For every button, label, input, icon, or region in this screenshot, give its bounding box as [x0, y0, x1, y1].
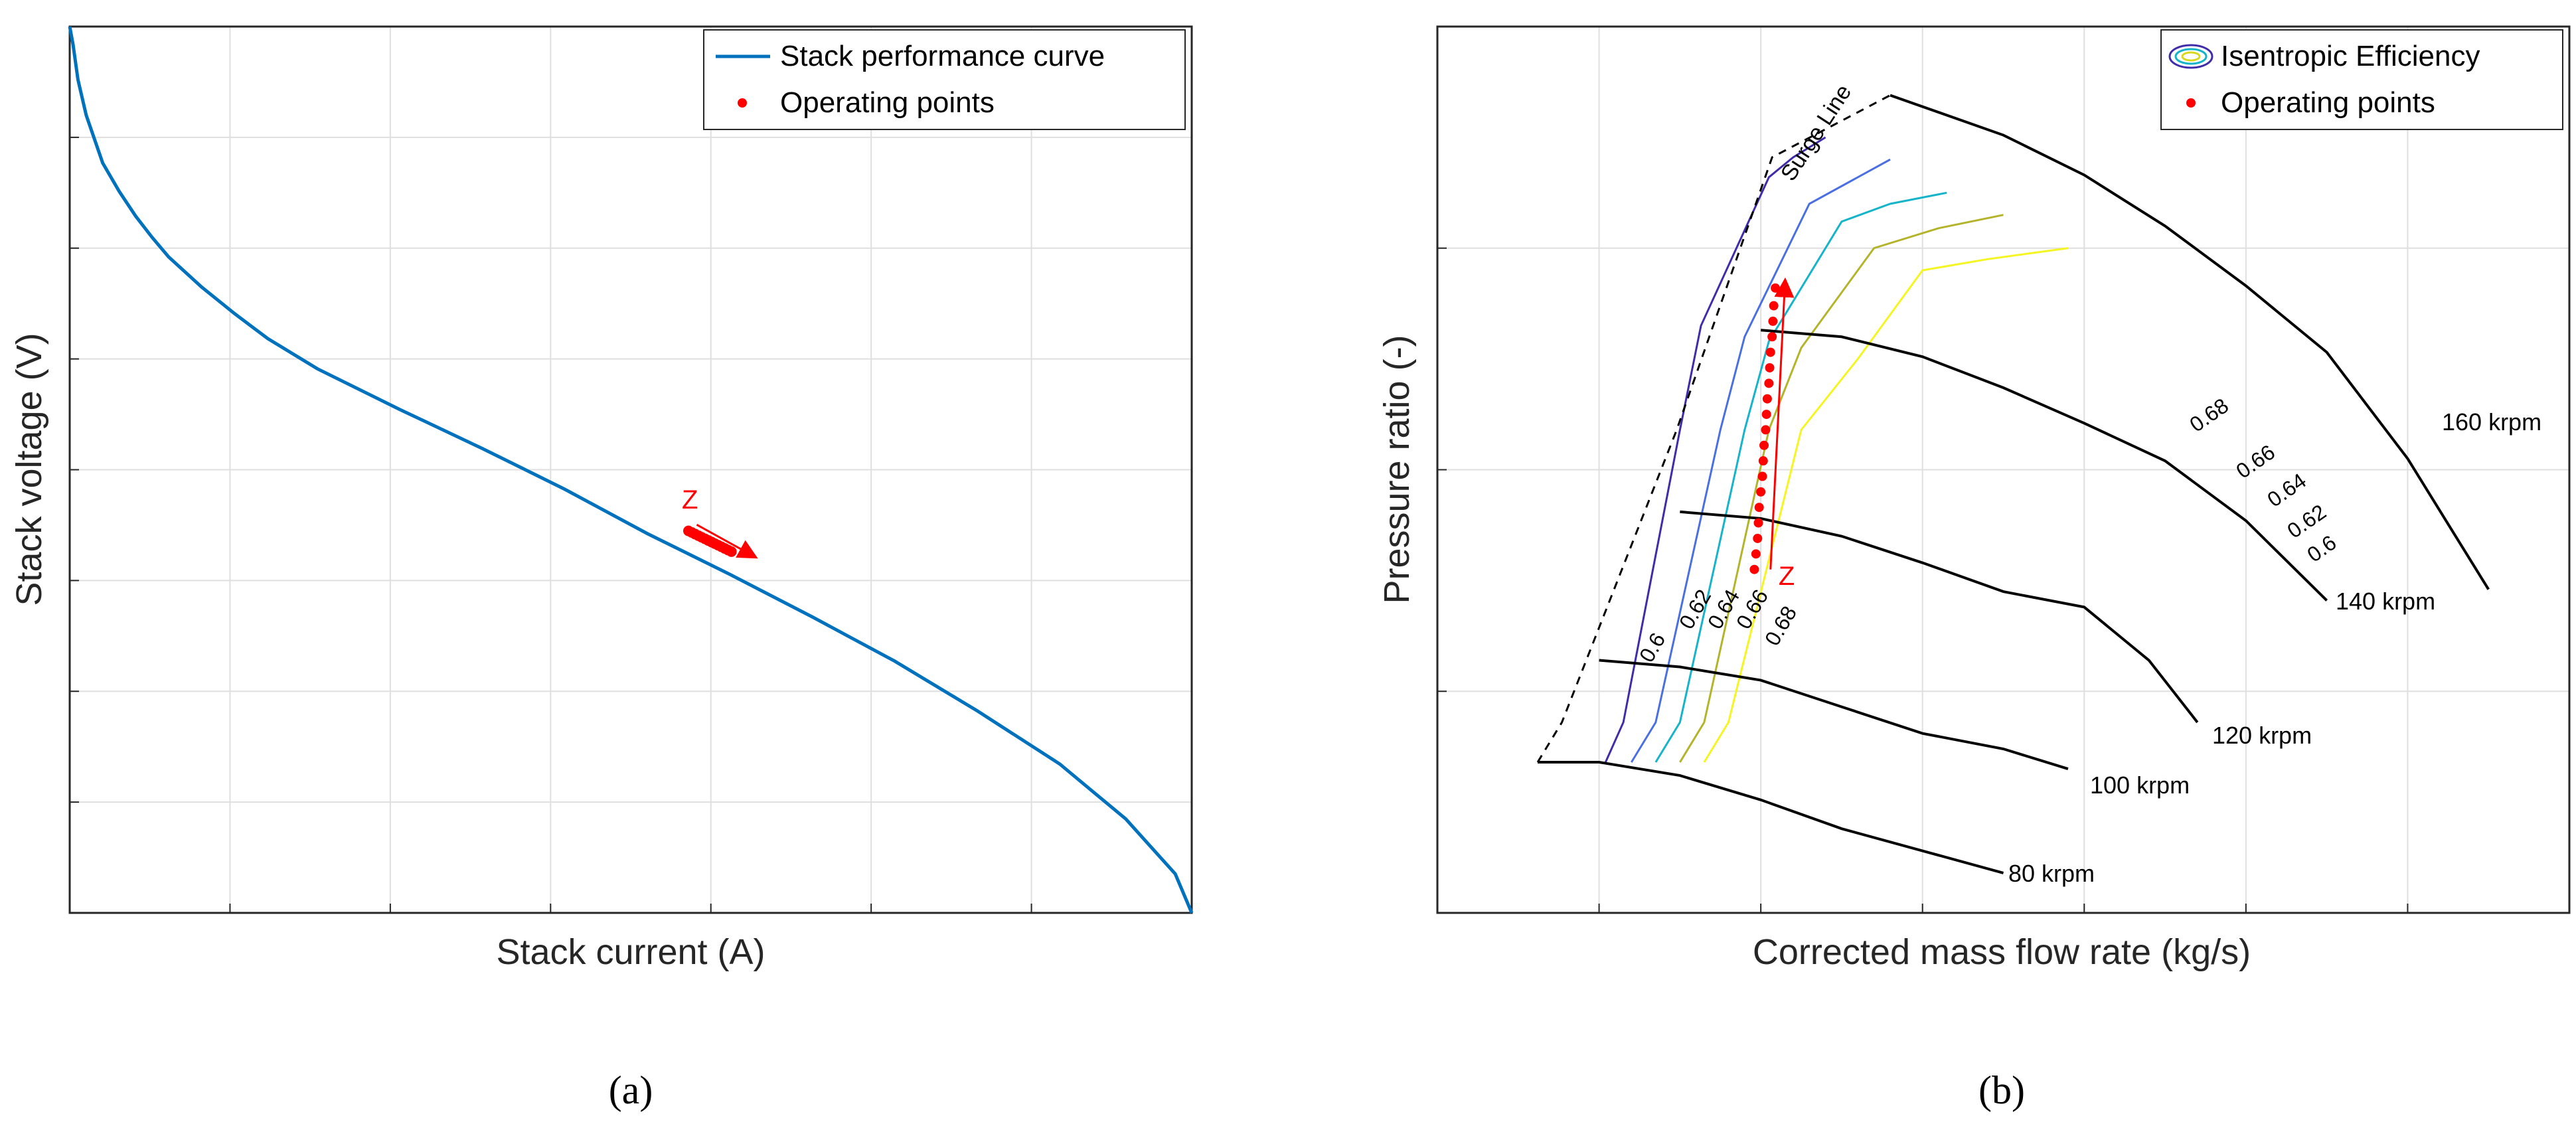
- legend-box-a: [703, 29, 1186, 130]
- efficiency-contour-068: [1703, 247, 2069, 763]
- operating-point-b: [1764, 378, 1774, 388]
- legend-operating-swatch-a: [738, 98, 747, 108]
- speed-line-100-krpm: [1599, 659, 2069, 770]
- operating-point-b: [1758, 456, 1768, 466]
- ticks-a: [70, 136, 1032, 913]
- operating-point-b: [1762, 394, 1772, 404]
- operating-point-b: [1759, 440, 1769, 450]
- surge-line: [1536, 94, 1891, 763]
- contour-label-068-low: 0.68: [1760, 602, 1801, 650]
- grid-a: [70, 27, 1192, 913]
- operating-points-b: [1749, 283, 1781, 574]
- contour-label-066-high: 0.66: [2231, 440, 2279, 483]
- speed-label-140: 140 krpm: [2336, 588, 2435, 615]
- operating-point-b: [1757, 471, 1767, 481]
- operating-point-b: [1768, 316, 1778, 326]
- legend-entry-operating-b: Operating points: [2221, 86, 2435, 119]
- operating-point-b: [1753, 533, 1763, 543]
- panel-a: Z Stack performance curve Operating poin…: [9, 25, 1194, 1112]
- y-axis-title-a: Stack voltage (V): [9, 333, 49, 605]
- panel-label-b: (b): [1978, 1068, 2025, 1112]
- z-label-b: Z: [1779, 562, 1795, 591]
- legend-a: Stack performance curve Operating points: [703, 29, 1186, 130]
- ticks-b: [1437, 247, 2409, 913]
- panel-label-a: (a): [609, 1068, 653, 1112]
- operating-point-b: [1751, 549, 1761, 559]
- contour-label-068-high: 0.68: [2185, 394, 2233, 437]
- operating-point-b: [1756, 487, 1766, 497]
- speed-labels: 80 krpm 100 krpm 120 krpm 140 krpm 160 k…: [2008, 408, 2541, 887]
- contour-label-064-high: 0.64: [2263, 469, 2310, 512]
- efficiency-contours: [1604, 136, 2069, 763]
- legend-contour-swatch: [2168, 44, 2214, 69]
- speed-line-80-krpm: [1538, 761, 2004, 874]
- operating-point-b: [1767, 332, 1777, 342]
- speed-line-120-krpm: [1680, 510, 2199, 724]
- contour-label-060-high: 0.6: [2302, 530, 2340, 567]
- z-arrow-b: [1769, 277, 1795, 570]
- contour-labels: 0.6 0.62 0.64 0.66 0.68 0.68 0.66 0.64 0…: [1635, 394, 2341, 667]
- efficiency-contour-064: [1654, 191, 1947, 763]
- speed-label-120: 120 krpm: [2212, 722, 2312, 749]
- x-axis-title-a: Stack current (A): [496, 932, 765, 972]
- x-axis-title-b: Corrected mass flow rate (kg/s): [1753, 932, 2251, 972]
- speed-label-160: 160 krpm: [2442, 408, 2541, 436]
- operating-point-a: [726, 546, 737, 557]
- panel-b: Surge Line 0.6 0.62 0.64 0.66 0.68 0.68 …: [1377, 25, 2571, 1112]
- operating-point-b: [1765, 347, 1775, 357]
- operating-points-a: [683, 525, 737, 557]
- legend-box-b: [2160, 29, 2563, 130]
- legend-operating-swatch-b: [2186, 98, 2196, 108]
- y-axis-title-b: Pressure ratio (-): [1377, 335, 1417, 604]
- operating-point-b: [1769, 301, 1779, 311]
- z-label-a: Z: [682, 485, 698, 515]
- speed-label-80: 80 krpm: [2008, 860, 2095, 887]
- operating-point-b: [1761, 425, 1771, 435]
- speed-line-140-krpm: [1760, 329, 2328, 602]
- operating-point-b: [1749, 564, 1759, 574]
- efficiency-contour-06: [1604, 136, 1826, 763]
- operating-point-b: [1761, 410, 1771, 420]
- speed-line-160-krpm: [1890, 94, 2490, 590]
- legend-entry-curve: Stack performance curve: [780, 40, 1105, 72]
- operating-point-b: [1765, 363, 1775, 372]
- efficiency-contour-066: [1679, 214, 2004, 763]
- grid-b: [1437, 27, 2569, 913]
- surge-line-label: Surge Line: [1776, 80, 1856, 186]
- legend-entry-operating-a: Operating points: [780, 86, 995, 119]
- efficiency-contour-062: [1631, 158, 1891, 763]
- operating-point-b: [1753, 518, 1763, 528]
- legend-entry-efficiency: Isentropic Efficiency: [2221, 40, 2480, 72]
- operating-point-b: [1771, 283, 1781, 293]
- speed-label-100: 100 krpm: [2090, 771, 2190, 799]
- z-arrow-a: [696, 523, 758, 559]
- speed-lines: [1538, 94, 2490, 874]
- stack-performance-curve: [68, 26, 1194, 914]
- legend-b: Isentropic Efficiency Operating points: [2160, 29, 2563, 130]
- operating-point-b: [1754, 503, 1764, 513]
